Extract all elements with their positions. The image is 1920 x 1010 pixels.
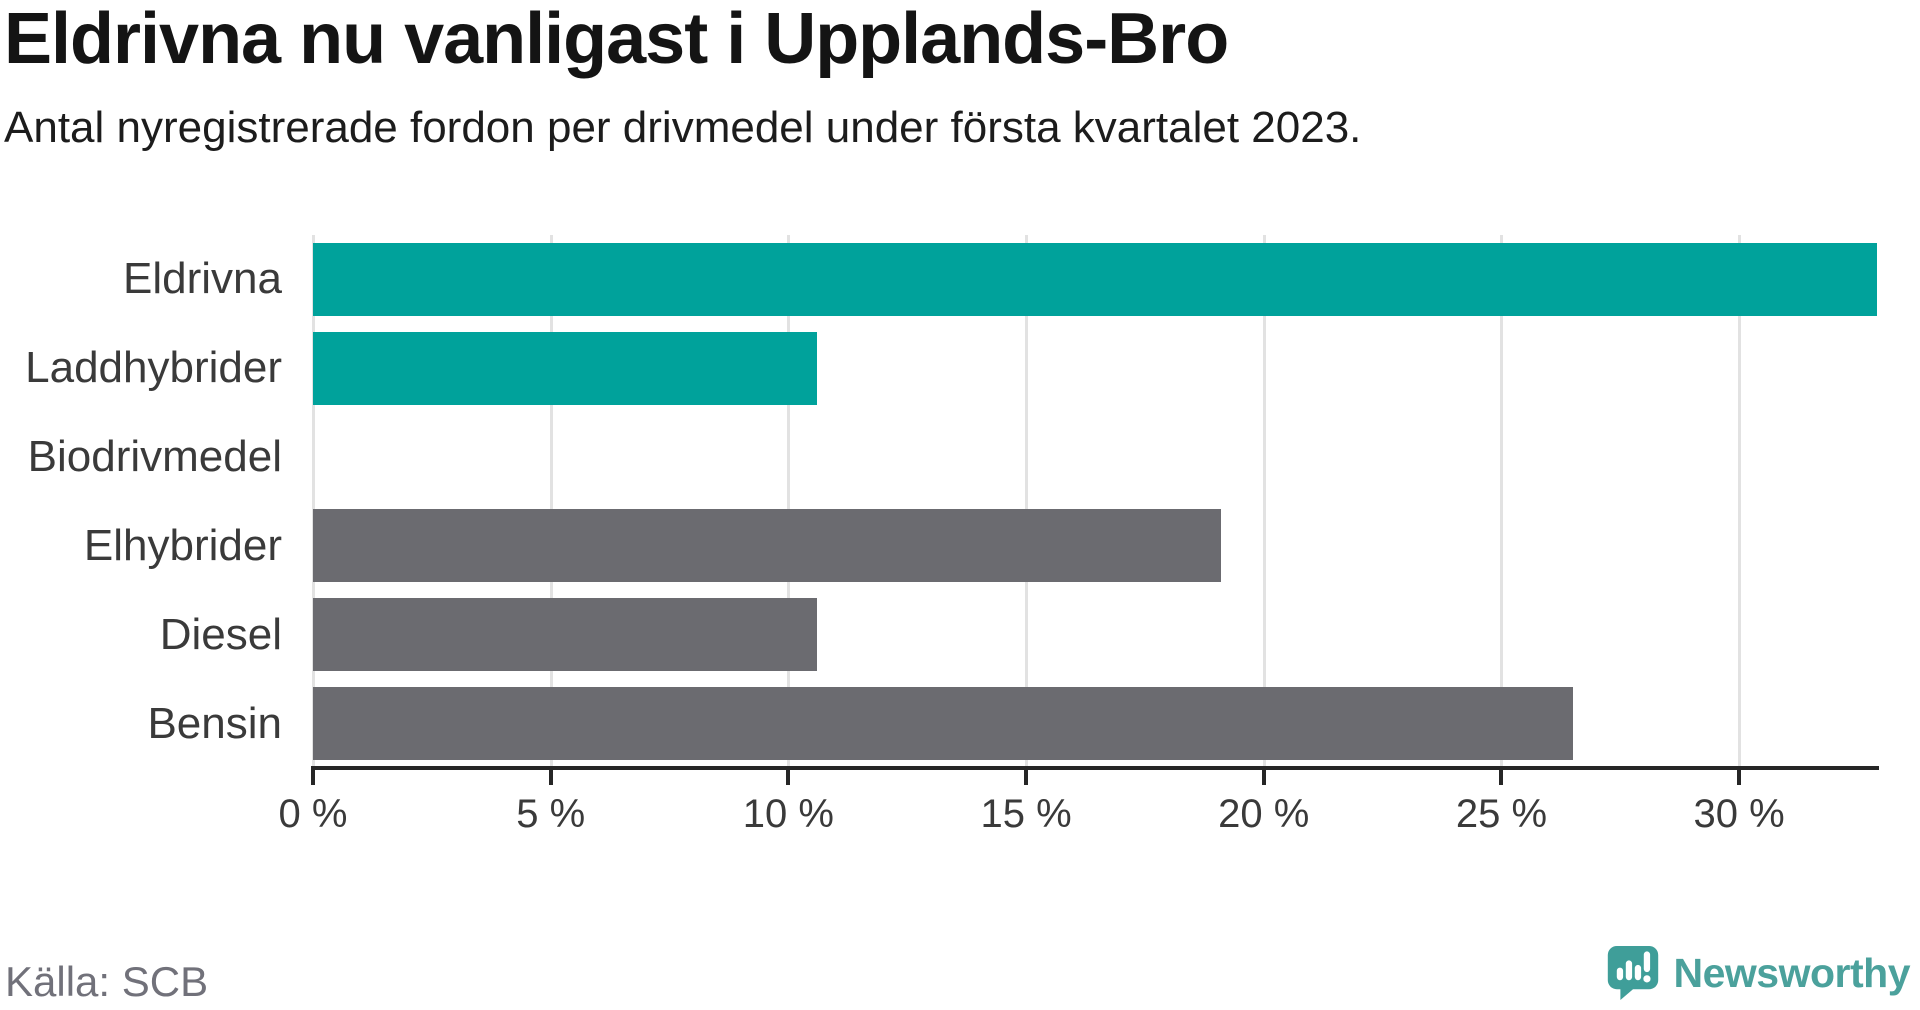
bar-row [313, 501, 1877, 590]
bar-eldrivna [313, 242, 1877, 316]
y-axis-category-labels: Eldrivna Laddhybrider Biodrivmedel Elhybrid… [0, 235, 282, 768]
newsworthy-icon [1607, 946, 1658, 1000]
page-title: Eldrivna nu vanligast i Upplands-Bro [4, 0, 1229, 79]
tick-mark [311, 768, 315, 785]
tick-mark [1499, 768, 1504, 785]
bar-bensin [313, 687, 1573, 761]
bar-row [313, 590, 1877, 679]
gridline-15 [1025, 235, 1029, 768]
tick-label: 30 % [1693, 792, 1785, 836]
tick-mark [1737, 768, 1742, 785]
tick-label: 10 % [742, 792, 834, 836]
tick-label: 20 % [1218, 792, 1310, 836]
brand-name: Newsworthy [1673, 949, 1911, 996]
gridline-10 [787, 235, 791, 768]
bar-rows [313, 235, 1877, 768]
gridline-0 [312, 235, 315, 768]
bar-elhybrider [313, 509, 1221, 583]
bar-row [313, 679, 1877, 768]
brand-logo: Newsworthy [1606, 944, 1911, 1002]
tick-mark [1024, 768, 1029, 785]
category-label: Biodrivmedel [27, 432, 282, 482]
bar-diesel [313, 598, 817, 672]
bar-row [313, 413, 1877, 502]
source-credit: Källa: SCB [5, 958, 209, 1005]
tick-label: 5 % [516, 792, 586, 836]
tick-mark [1261, 768, 1266, 785]
gridline-5 [549, 235, 553, 768]
category-label: Eldrivna [123, 254, 282, 304]
tick-label: 15 % [980, 792, 1072, 836]
category-label: Bensin [147, 698, 282, 748]
tick-mark [786, 768, 791, 785]
bar-row [313, 235, 1877, 324]
category-label: Laddhybrider [25, 343, 282, 393]
gridline-30 [1738, 235, 1742, 768]
bar-laddhybrider [313, 331, 817, 405]
x-axis: 0 % 5 % 10 % 15 % 20 % 25 % 30 % [279, 768, 1877, 848]
bar-row [313, 324, 1877, 413]
plot-area [312, 235, 1877, 768]
tick-label: 0 % [278, 792, 348, 836]
category-label: Elhybrider [83, 520, 282, 570]
tick-mark [548, 768, 553, 785]
tick-label: 25 % [1455, 792, 1548, 836]
gridline-25 [1500, 235, 1504, 768]
x-axis-line [311, 766, 1879, 770]
gridline-20 [1262, 235, 1266, 768]
category-label: Diesel [159, 609, 282, 659]
chart-subtitle: Antal nyregistrerade fordon per drivmede… [4, 103, 1362, 152]
